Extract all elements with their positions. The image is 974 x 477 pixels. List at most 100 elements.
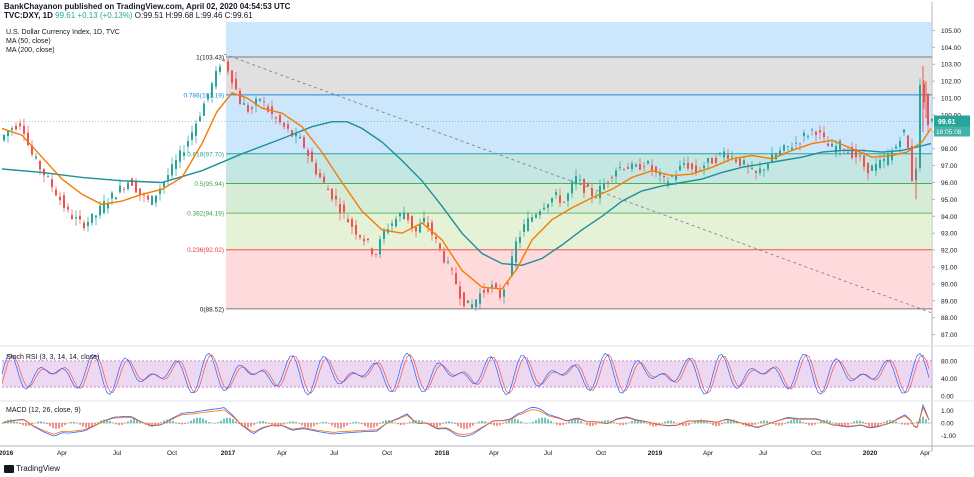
macd-histogram-bar (115, 423, 117, 425)
price-tick-label: 105.00 (941, 28, 961, 35)
macd-histogram-bar (682, 423, 684, 427)
candle-body (403, 212, 405, 220)
macd-histogram-bar (799, 420, 801, 424)
candle-body (631, 163, 633, 170)
macd-histogram-bar (832, 422, 834, 424)
macd-histogram-bar (433, 423, 435, 428)
macd-histogram-bar (226, 417, 228, 424)
candle-body (103, 201, 105, 213)
candle-body (507, 283, 509, 284)
macd-histogram-bar (268, 423, 270, 424)
macd-histogram-bar (154, 423, 156, 427)
macd-histogram-bar (355, 421, 357, 424)
candle-body (495, 283, 497, 288)
macd-histogram-bar (604, 420, 606, 424)
macd-histogram-bar (874, 423, 876, 428)
candle-body (635, 164, 637, 167)
macd-histogram-bar (46, 423, 48, 425)
candle-body (835, 145, 837, 153)
candle-body (767, 164, 769, 170)
macd-histogram-bar (784, 423, 786, 424)
candle-body (483, 289, 485, 293)
stoch-band (2, 360, 932, 388)
candle-body (75, 216, 77, 219)
candle-body (795, 142, 797, 144)
macd-histogram-bar (766, 420, 768, 424)
time-tick-label: Oct (596, 450, 606, 457)
macd-histogram-bar (43, 422, 45, 424)
macd-histogram-bar (22, 423, 24, 426)
macd-histogram-bar (175, 422, 177, 424)
macd-histogram-bar (190, 420, 192, 424)
price-tick-label: 91.00 (941, 264, 958, 271)
macd-histogram-bar (586, 423, 588, 426)
candle-body (487, 288, 489, 293)
macd-histogram-bar (589, 423, 591, 427)
macd-histogram-bar (232, 419, 234, 424)
candle-body (595, 197, 597, 199)
tradingview-logo[interactable]: TradingView (4, 464, 60, 473)
macd-histogram-bar (460, 423, 462, 428)
candle-body (331, 188, 333, 200)
macd-histogram-bar (328, 423, 330, 424)
candle-body (867, 162, 869, 174)
candle-body (295, 133, 297, 137)
macd-histogram-bar (172, 420, 174, 424)
candle-body (675, 174, 677, 180)
candle-body (51, 179, 53, 188)
macd-histogram-bar (286, 422, 288, 424)
candle-body (443, 251, 445, 263)
macd-histogram-bar (325, 422, 327, 424)
candle-body (855, 148, 857, 158)
candle-body (47, 176, 49, 177)
candle-body (159, 188, 161, 195)
macd-histogram-bar (544, 417, 546, 424)
macd-histogram-bar (532, 421, 534, 424)
symbol-label: TVC:DXY, 1D (4, 11, 53, 20)
macd-histogram-bar (307, 423, 309, 428)
macd-histogram-bar (76, 422, 78, 424)
candle-body (119, 185, 121, 193)
candle-body (799, 143, 801, 145)
macd-histogram-bar (280, 423, 282, 426)
macd-histogram-bar (28, 423, 30, 426)
macd-histogram-bar (349, 423, 351, 424)
candle-body (931, 118, 933, 122)
macd-histogram-bar (715, 423, 717, 427)
candle-body (627, 166, 629, 169)
macd-histogram-bar (256, 422, 258, 424)
macd-histogram-bar (730, 419, 732, 424)
candle-body (307, 150, 309, 156)
macd-histogram-bar (781, 423, 783, 426)
candle-body (431, 222, 433, 235)
candle-body (467, 300, 469, 304)
candle-body (823, 132, 825, 138)
candle-body (363, 238, 365, 242)
candle-body (919, 84, 921, 168)
macd-histogram-bar (919, 418, 921, 424)
candle-body (811, 129, 813, 131)
macd-histogram-bar (223, 418, 225, 424)
macd-histogram-bar (454, 423, 456, 425)
macd-histogram-bar (838, 423, 840, 427)
macd-histogram-bar (565, 423, 567, 424)
macd-histogram-bar (847, 423, 849, 426)
macd-histogram-bar (451, 422, 453, 424)
candle-body (347, 218, 349, 223)
macd-histogram-bar (91, 423, 93, 427)
macd-histogram-bar (511, 418, 513, 424)
macd-histogram-bar (367, 423, 369, 428)
macd-histogram-bar (400, 423, 402, 426)
macd-histogram-bar (178, 423, 180, 424)
candle-body (23, 125, 25, 134)
macd-histogram-bar (628, 422, 630, 424)
candle-body (391, 223, 393, 226)
macd-histogram-bar (448, 421, 450, 424)
candle-body (735, 159, 737, 163)
macd-histogram-bar (289, 421, 291, 424)
candle-body (179, 150, 181, 162)
macd-histogram-bar (319, 422, 321, 424)
candle-body (163, 181, 165, 188)
candle-body (655, 166, 657, 172)
